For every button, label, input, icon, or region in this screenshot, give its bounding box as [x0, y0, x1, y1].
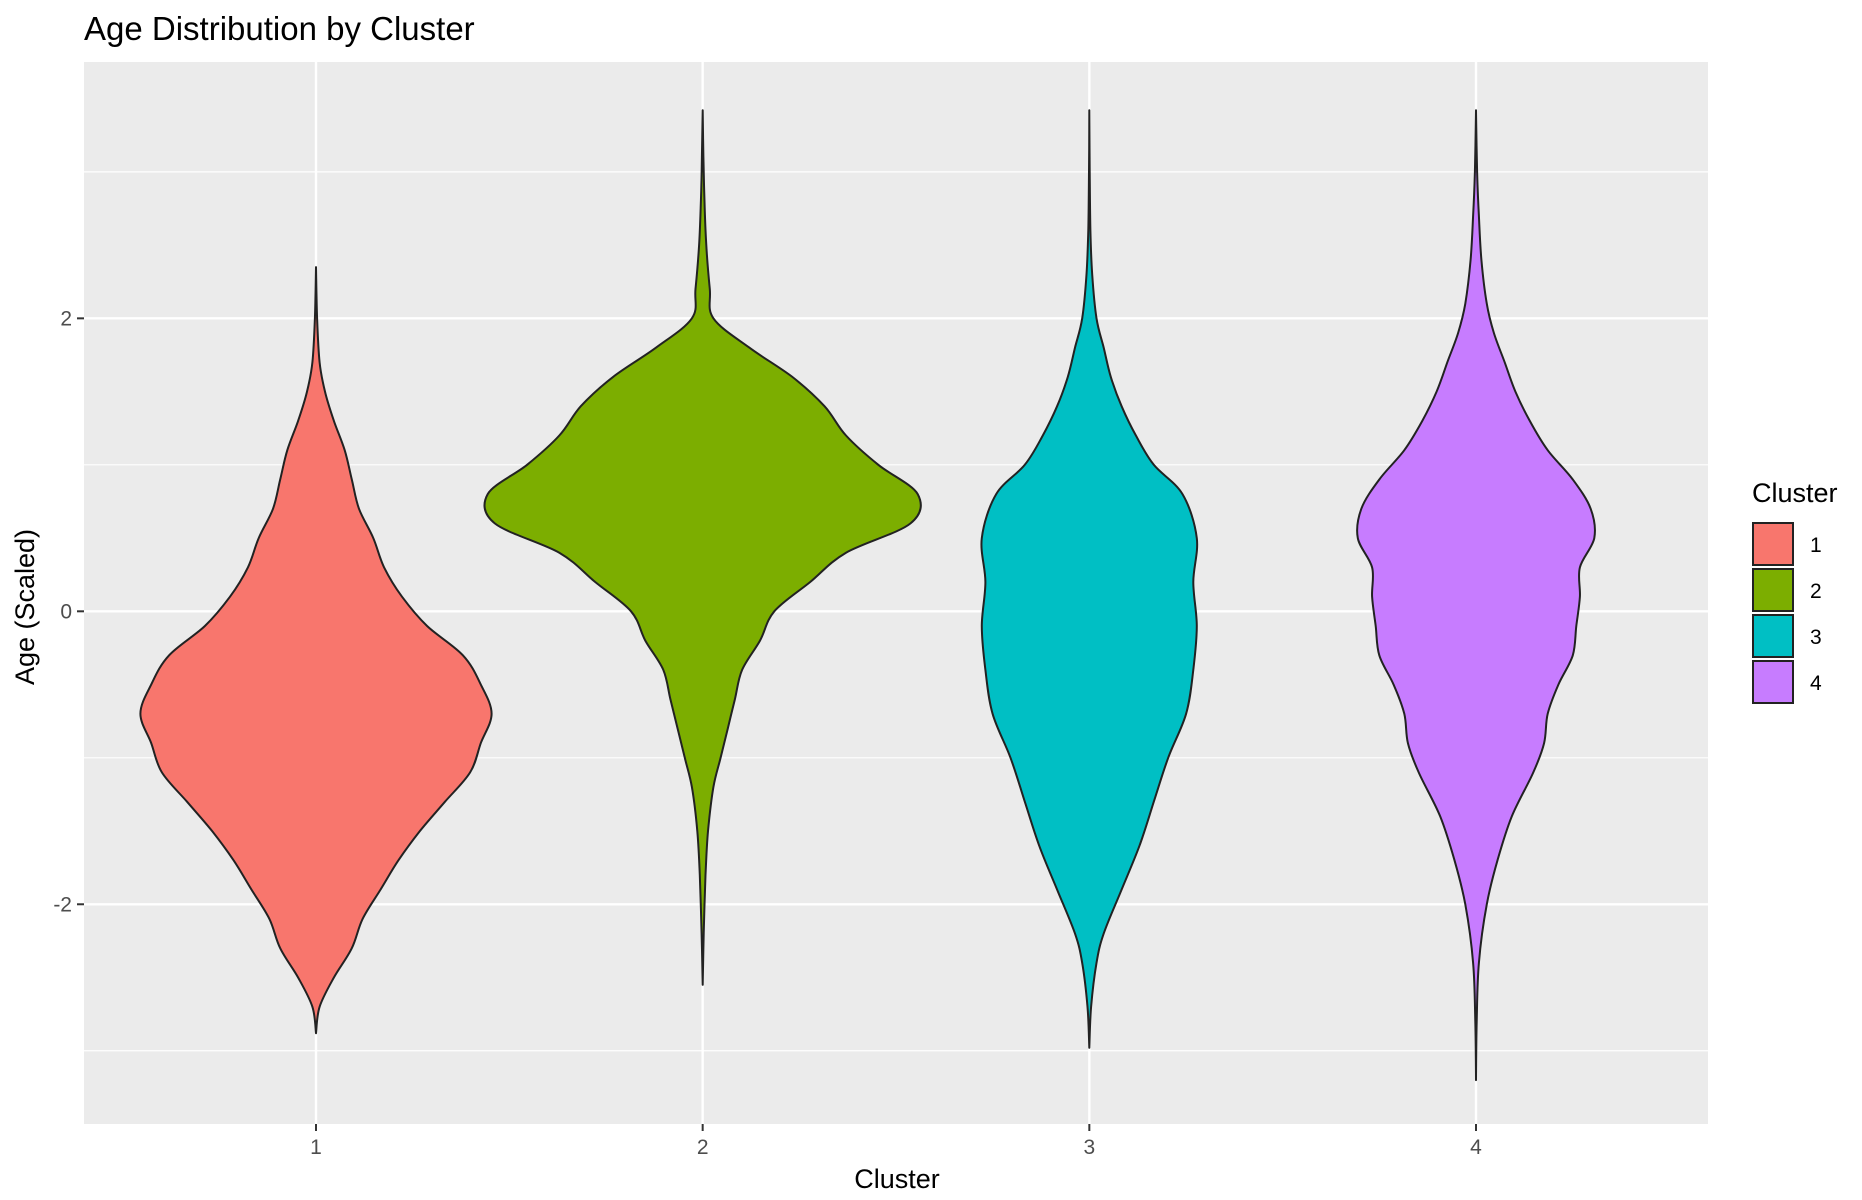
legend-swatch-3 — [1752, 614, 1794, 658]
legend-swatch-1 — [1752, 522, 1794, 566]
x-tick-label: 2 — [697, 1136, 709, 1159]
legend-label: 4 — [1810, 672, 1822, 695]
y-tick-label: 0 — [60, 600, 72, 623]
legend-label: 1 — [1810, 534, 1822, 557]
legend-swatch-4 — [1752, 660, 1794, 704]
y-axis-title: Age (Scaled) — [10, 529, 40, 685]
x-tick-label: 3 — [1083, 1136, 1095, 1159]
x-tick-label: 1 — [310, 1136, 322, 1159]
y-tick-label: 2 — [60, 307, 72, 330]
chart-title: Age Distribution by Cluster — [84, 10, 475, 47]
violin-cluster-4 — [1356, 109, 1596, 1082]
legend-title: Cluster — [1752, 478, 1838, 508]
legend-label: 3 — [1810, 626, 1822, 649]
x-axis-title: Cluster — [854, 1164, 940, 1194]
legend: Cluster 1 2 3 4 — [1752, 478, 1838, 704]
legend-swatch-2 — [1752, 568, 1794, 612]
plot-area: -2 0 2 1 2 3 4 — [53, 62, 1708, 1159]
violin-cluster-2 — [483, 109, 922, 986]
legend-label: 2 — [1810, 580, 1822, 603]
violin-cluster-3 — [980, 109, 1199, 1049]
y-tick-label: -2 — [53, 893, 72, 916]
x-tick-label: 4 — [1470, 1136, 1482, 1159]
violin-cluster-1 — [139, 266, 493, 1035]
